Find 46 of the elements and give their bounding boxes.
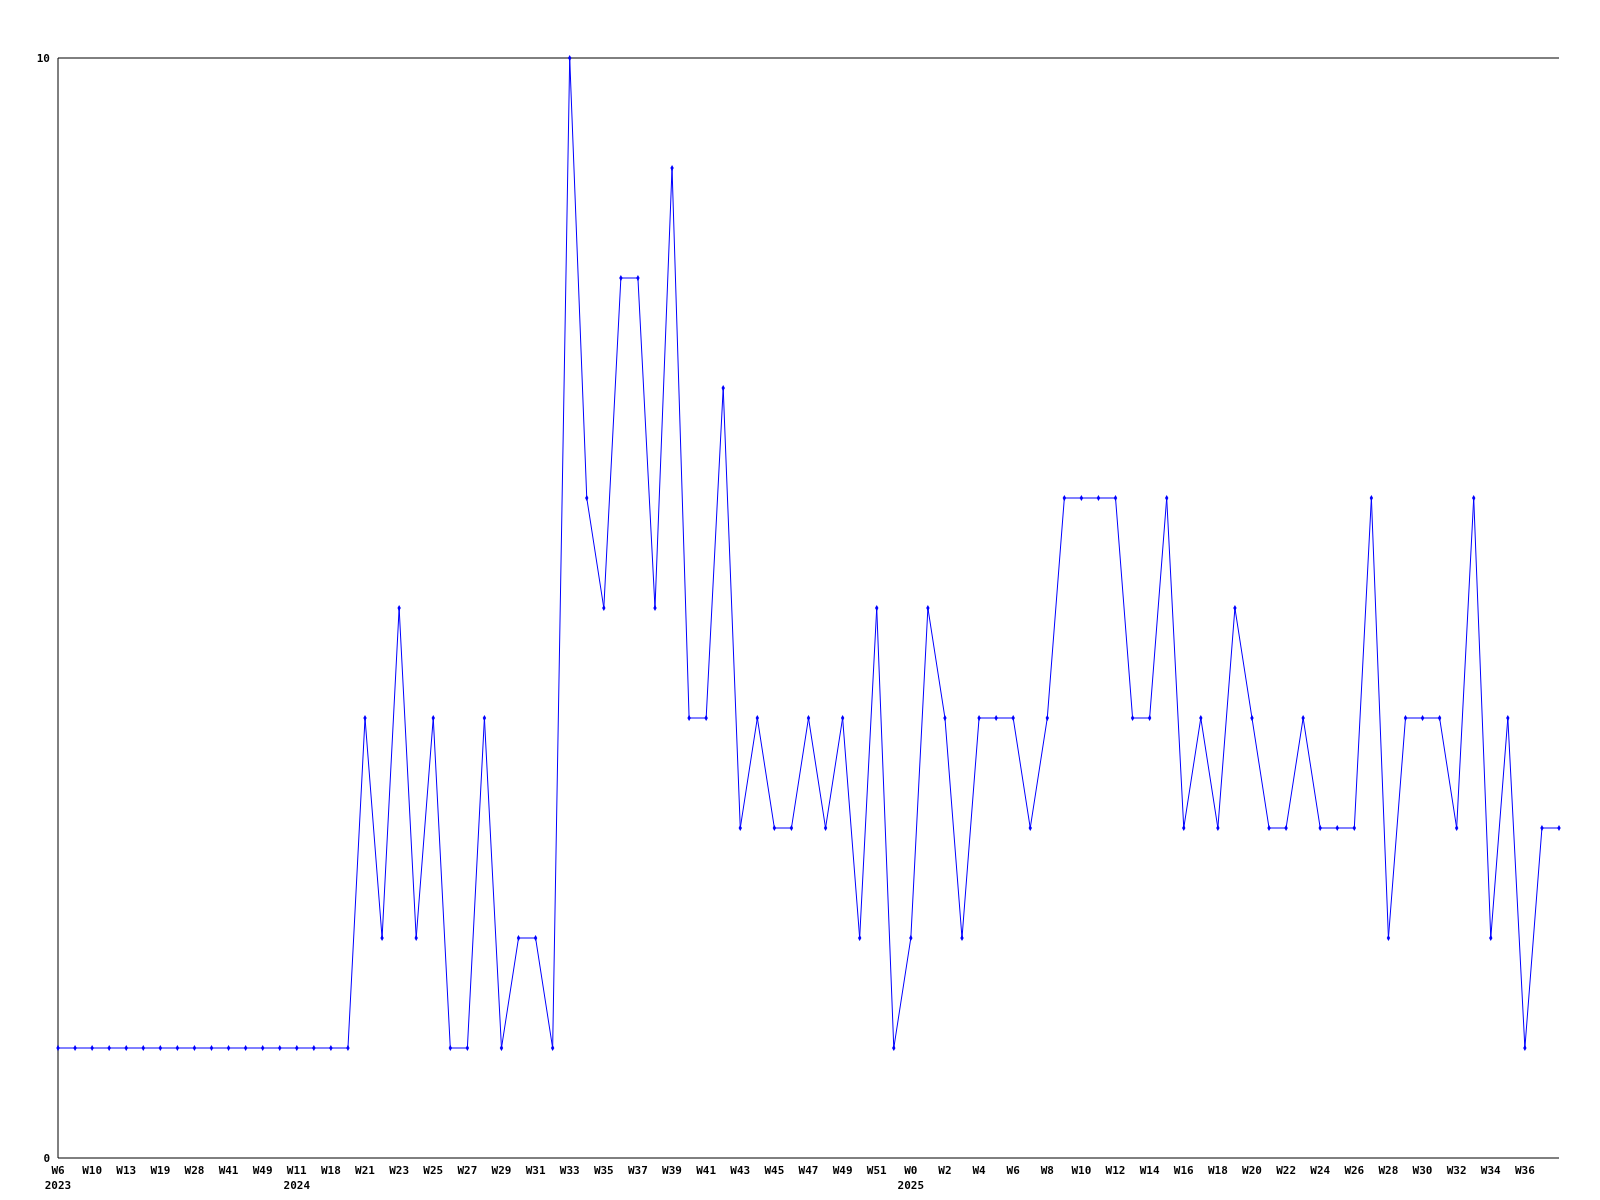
- x-tick-label: W22: [1276, 1164, 1297, 1177]
- x-tick-label: W16: [1173, 1164, 1195, 1177]
- x-tick-label: W31: [525, 1164, 546, 1177]
- x-tick-label: W12: [1105, 1164, 1126, 1177]
- x-tick-label: W45: [764, 1164, 785, 1177]
- x-tick-label: W6: [1006, 1164, 1021, 1177]
- x-tick-label: W8: [1040, 1164, 1054, 1177]
- x-tick-label: W34: [1480, 1164, 1502, 1177]
- x-tick-label: W0 2025: [897, 1164, 925, 1192]
- x-tick-label: W37: [627, 1164, 648, 1177]
- x-tick-label: W24: [1310, 1164, 1331, 1177]
- x-tick-label: W35: [593, 1164, 614, 1177]
- x-tick-label: W33: [559, 1164, 580, 1177]
- x-tick-label: W43: [730, 1164, 751, 1177]
- x-tick-label: W30: [1412, 1164, 1433, 1177]
- x-tick-label: W20: [1242, 1164, 1262, 1177]
- x-tick-label: W32: [1446, 1164, 1467, 1177]
- x-tick-label: W47: [798, 1164, 819, 1177]
- x-tick-label: W49: [252, 1164, 273, 1177]
- x-tick-label: W26: [1344, 1164, 1365, 1177]
- x-tick-label: W6 2023: [44, 1164, 72, 1192]
- x-tick-label: W18: [320, 1164, 341, 1177]
- x-tick-label: W13: [116, 1164, 137, 1177]
- x-tick-label: W49: [832, 1164, 853, 1177]
- x-tick-label: W14: [1139, 1164, 1160, 1177]
- x-tick-label: W28: [184, 1164, 205, 1177]
- x-tick-label: W2: [938, 1164, 952, 1177]
- x-tick-label: W21: [355, 1164, 376, 1177]
- x-tick-label: W23: [389, 1164, 410, 1177]
- x-tick-label: W28: [1378, 1164, 1399, 1177]
- x-tick-label: W41: [218, 1164, 239, 1177]
- x-tick-label: W29: [491, 1164, 512, 1177]
- x-tick-label: W19: [150, 1164, 171, 1177]
- x-tick-label: W36: [1514, 1164, 1536, 1177]
- y-tick-label: 0: [43, 1151, 50, 1165]
- x-tick-label: W10: [82, 1164, 103, 1177]
- x-tick-label: W18: [1207, 1164, 1228, 1177]
- x-tick-label: W11 2024: [283, 1164, 311, 1192]
- x-tick-label: W4: [972, 1164, 987, 1177]
- x-tick-label: W51: [866, 1164, 888, 1177]
- x-tick-label: W25: [423, 1164, 444, 1177]
- x-tick-label: W27: [457, 1164, 478, 1177]
- x-tick-label: W41: [696, 1164, 717, 1177]
- x-tick-label: W10: [1071, 1164, 1092, 1177]
- x-tick-label: W39: [662, 1164, 682, 1177]
- y-tick-label: 10: [36, 51, 50, 65]
